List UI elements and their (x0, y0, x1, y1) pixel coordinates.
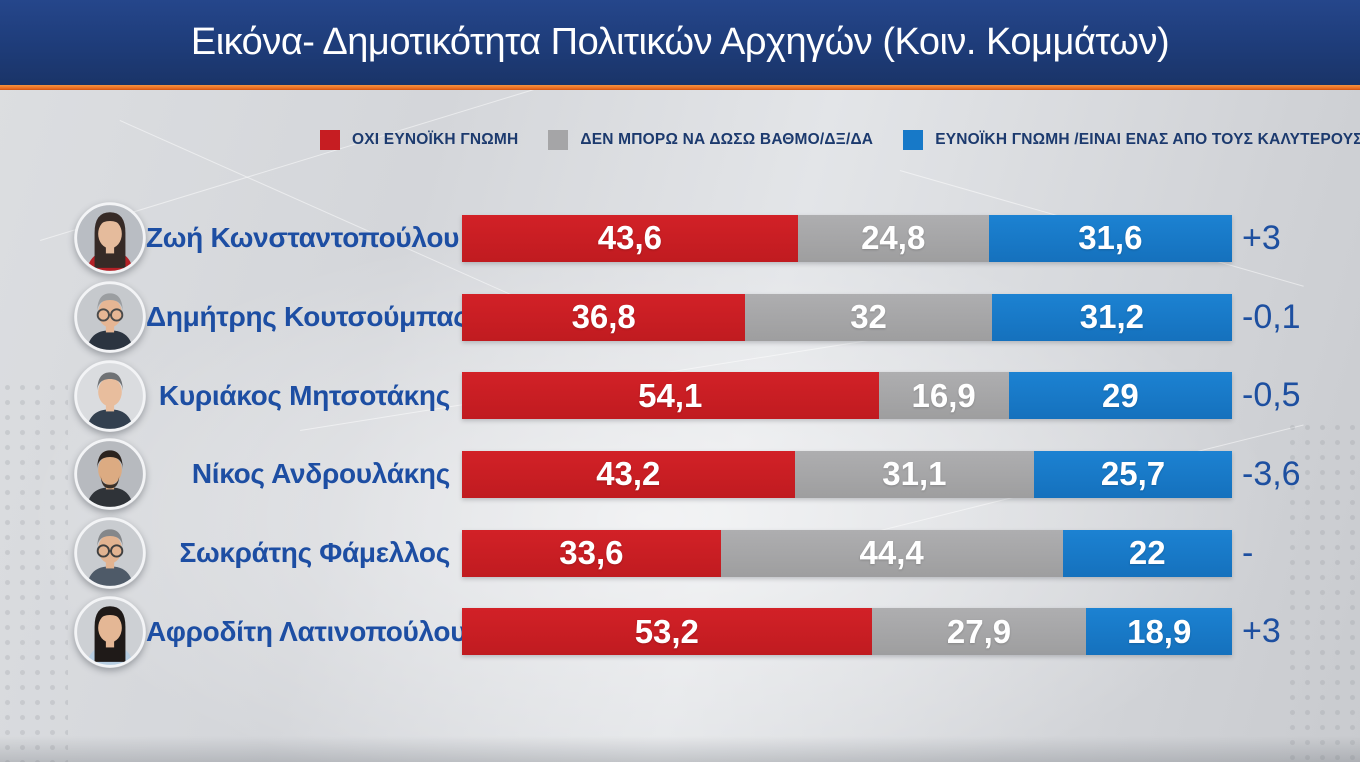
leader-name: Δημήτρης Κουτσούμπας (146, 301, 468, 333)
stacked-bar: 43,6 24,8 31,6 (462, 214, 1232, 262)
delta-value: - (1242, 533, 1254, 572)
avatar (74, 596, 146, 668)
segment-value: 44,4 (859, 534, 924, 572)
stacked-bar: 43,2 31,1 25,7 (462, 450, 1232, 498)
table-row: Ζωή Κωνσταντοπούλου 43,6 24,8 31,6 +3 (0, 199, 1360, 278)
segment-value: 16,9 (911, 376, 976, 414)
delta-value: -0,5 (1242, 376, 1301, 415)
bar-segment-neutral: 16,9 (878, 372, 1009, 420)
table-row: Νίκος Ανδρουλάκης 43,2 31,1 25,7 -3,6 (0, 435, 1360, 514)
segment-value: 22 (1128, 534, 1166, 572)
bar-segment-unfavorable: 54,1 (462, 372, 879, 420)
header-accent-line (0, 85, 1360, 90)
avatar (74, 202, 146, 274)
segment-value: 43,6 (597, 219, 662, 257)
delta-value: +3 (1242, 612, 1281, 651)
bar-segment-neutral: 44,4 (720, 529, 1063, 577)
legend-item-favorable: ΕΥΝΟΪΚΗ ΓΝΩΜΗ /ΕΙΝΑΙ ΕΝΑΣ ΑΠΟ ΤΟΥΣ ΚΑΛΥΤ… (903, 130, 1360, 150)
leader-name: Νίκος Ανδρουλάκης (191, 458, 450, 490)
stacked-bar: 53,2 27,9 18,9 (462, 608, 1232, 656)
legend-label: ΕΥΝΟΪΚΗ ΓΝΩΜΗ /ΕΙΝΑΙ ΕΝΑΣ ΑΠΟ ΤΟΥΣ ΚΑΛΥΤ… (935, 131, 1360, 148)
segment-value: 54,1 (638, 376, 703, 414)
legend-item-neutral: ΔΕΝ ΜΠΟΡΩ ΝΑ ΔΩΣΩ ΒΑΘΜΟ/ΔΞ/ΔΑ (548, 130, 873, 150)
segment-value: 53,2 (634, 612, 699, 650)
legend-item-unfavorable: ΟΧΙ ΕΥΝΟΪΚΗ ΓΝΩΜΗ (320, 130, 518, 150)
stacked-bar: 36,8 32 31,2 (462, 293, 1232, 341)
legend-label: ΟΧΙ ΕΥΝΟΪΚΗ ΓΝΩΜΗ (352, 131, 519, 148)
bar-segment-favorable: 25,7 (1034, 450, 1232, 498)
table-row: Κυριάκος Μητσοτάκης 54,1 16,9 29 -0,5 (0, 356, 1360, 435)
bar-segment-neutral: 24,8 (797, 214, 989, 262)
leader-name: Αφροδίτη Λατινοπούλου (146, 615, 467, 647)
bar-segment-favorable: 31,2 (991, 293, 1232, 341)
chart-rows: Ζωή Κωνσταντοπούλου 43,6 24,8 31,6 +3 (0, 199, 1360, 671)
segment-value: 31,2 (1079, 298, 1144, 336)
bar-segment-favorable: 29 (1008, 372, 1232, 420)
segment-value: 27,9 (946, 612, 1012, 650)
table-row: Σωκράτης Φάμελλος 33,6 44,4 22 - (0, 514, 1360, 593)
legend-swatch-gray-icon (548, 130, 569, 150)
leader-name: Ζωή Κωνσταντοπούλου (146, 222, 460, 254)
leader-name: Κυριάκος Μητσοτάκης (158, 379, 450, 411)
avatar (74, 360, 146, 432)
legend-swatch-blue-icon (903, 130, 924, 150)
table-row: Δημήτρης Κουτσούμπας 36,8 32 31,2 -0,1 (0, 278, 1360, 357)
segment-value: 18,9 (1127, 612, 1192, 650)
avatar (74, 438, 146, 510)
bar-segment-favorable: 22 (1062, 529, 1232, 577)
legend: ΟΧΙ ΕΥΝΟΪΚΗ ΓΝΩΜΗ ΔΕΝ ΜΠΟΡΩ ΝΑ ΔΩΣΩ ΒΑΘΜ… (320, 130, 1360, 150)
header-bar: Εικόνα- Δημοτικότητα Πολιτικών Αρχηγών (… (0, 0, 1360, 85)
delta-value: -0,1 (1242, 297, 1301, 336)
bar-segment-neutral: 27,9 (871, 608, 1087, 656)
page-title: Εικόνα- Δημοτικότητα Πολιτικών Αρχηγών (… (190, 21, 1170, 63)
segment-value: 25,7 (1100, 455, 1166, 493)
segment-value: 31,6 (1078, 219, 1143, 257)
bar-segment-unfavorable: 36,8 (462, 293, 746, 341)
bottom-shade (0, 736, 1360, 762)
table-row: Αφροδίτη Λατινοπούλου 53,2 27,9 18,9 +3 (0, 592, 1360, 671)
bar-segment-neutral: 31,1 (794, 450, 1035, 498)
avatar (74, 281, 146, 353)
segment-value: 29 (1101, 376, 1139, 414)
bar-segment-unfavorable: 43,6 (462, 214, 798, 262)
stacked-bar: 33,6 44,4 22 (462, 529, 1232, 577)
segment-value: 36,8 (571, 298, 636, 336)
legend-label: ΔΕΝ ΜΠΟΡΩ ΝΑ ΔΩΣΩ ΒΑΘΜΟ/ΔΞ/ΔΑ (580, 131, 874, 148)
segment-value: 24,8 (861, 219, 926, 257)
bar-segment-unfavorable: 33,6 (462, 529, 721, 577)
delta-value: +3 (1242, 218, 1281, 257)
bar-segment-unfavorable: 43,2 (462, 450, 795, 498)
bar-segment-favorable: 31,6 (988, 214, 1232, 262)
segment-value: 32 (850, 298, 887, 336)
bar-segment-favorable: 18,9 (1086, 608, 1232, 656)
stacked-bar: 54,1 16,9 29 (462, 372, 1232, 420)
leader-name: Σωκράτης Φάμελλος (179, 537, 450, 569)
segment-value: 31,1 (882, 455, 947, 493)
avatar (74, 517, 146, 589)
delta-value: -3,6 (1242, 454, 1301, 493)
bar-segment-neutral: 32 (745, 293, 992, 341)
segment-value: 33,6 (559, 534, 624, 572)
bar-segment-unfavorable: 53,2 (462, 608, 872, 656)
legend-swatch-red-icon (320, 130, 340, 150)
segment-value: 43,2 (596, 455, 661, 493)
